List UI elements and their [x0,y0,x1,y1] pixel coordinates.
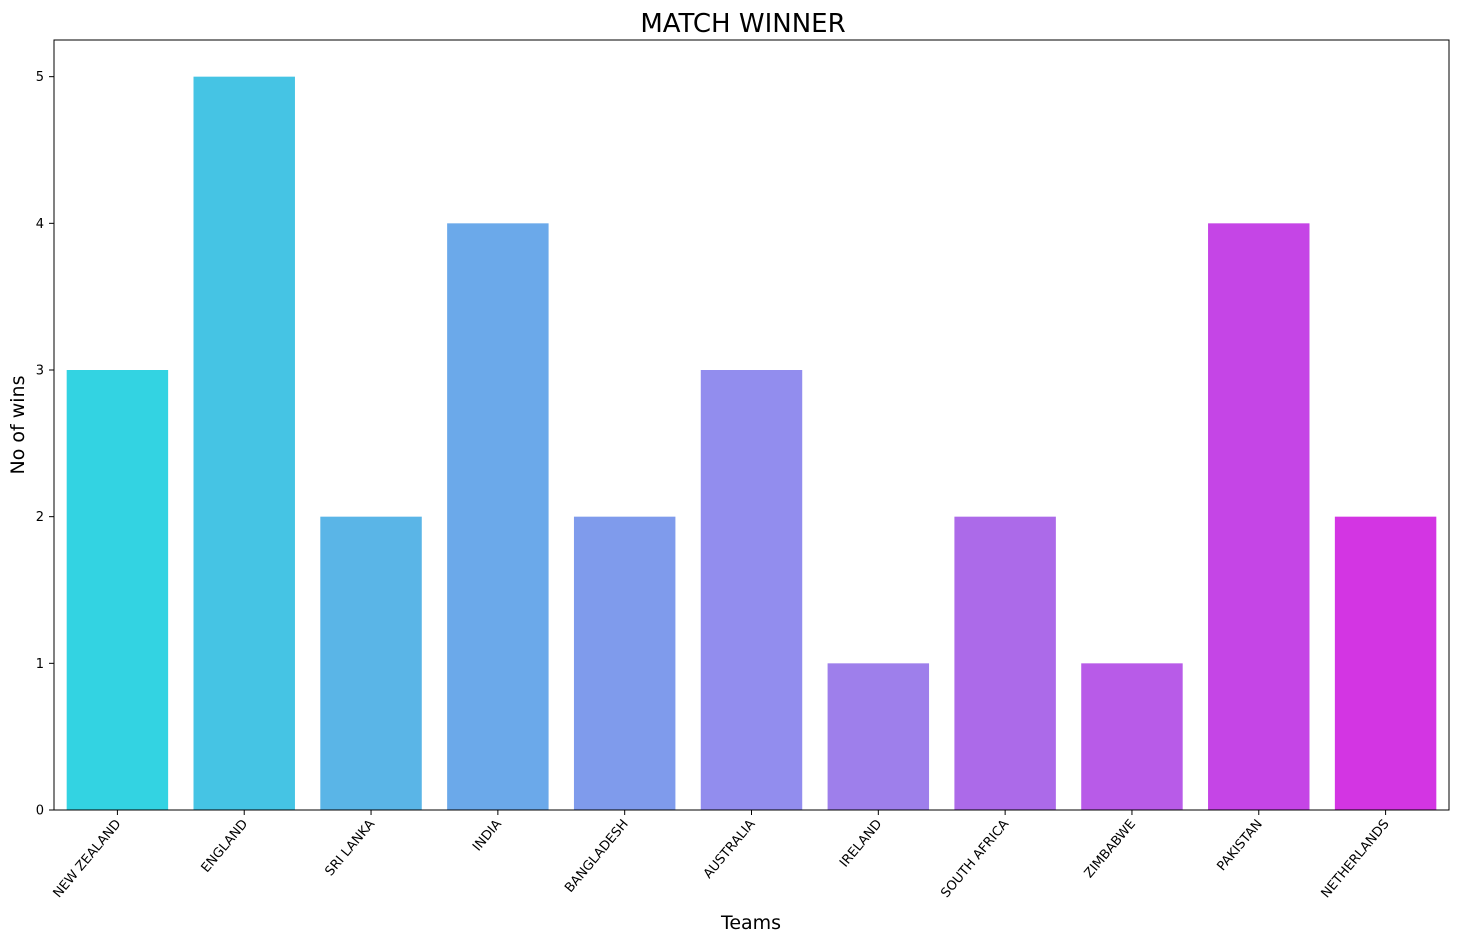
x-tick-label: BANGLADESH [562,817,632,896]
y-tick-label: 2 [36,510,44,525]
x-tick-label: NETHERLANDS [1319,817,1393,901]
y-tick-label: 5 [36,70,44,85]
bar-bangladesh [573,516,676,810]
x-tick-label: SRI LANKA [323,817,379,879]
x-axis-label: Teams [720,912,781,934]
x-tick-label: SOUTH AFRICA [938,817,1012,901]
y-tick-label: 4 [36,217,44,232]
x-tick-label: ZIMBABWE [1082,817,1139,881]
bar-zimbabwe [1081,663,1183,810]
bar-new-zealand [66,370,169,810]
x-tick-label: ENGLAND [199,817,252,876]
x-tick-label: INDIA [470,817,505,855]
y-tick-label: 1 [36,657,44,672]
bars-group [66,76,1437,811]
chart-title: MATCH WINNER [640,9,845,39]
bar-england [193,76,295,810]
bar-south-africa [954,516,1056,810]
x-tick-label: PAKISTAN [1214,817,1265,874]
y-tick-label: 0 [36,804,44,819]
bar-australia [700,370,803,810]
y-axis-label: No of wins [7,376,29,475]
bar-india [447,223,549,811]
bar-sri-lanka [320,516,422,810]
x-axis-ticks: NEW ZEALAND ENGLAND SRI LANKA INDIA BANGLADE… [51,810,1393,901]
bar-ireland [827,663,930,810]
y-tick-label: 3 [36,364,44,379]
y-axis-ticks: 0 1 2 3 4 5 [36,70,54,819]
bar-pakistan [1208,223,1310,811]
bar-netherlands [1334,516,1437,810]
x-tick-label: NEW ZEALAND [51,817,125,901]
x-tick-label: AUSTRALIA [701,817,759,882]
plot-frame [53,39,1450,811]
x-tick-label: IRELAND [837,817,885,870]
